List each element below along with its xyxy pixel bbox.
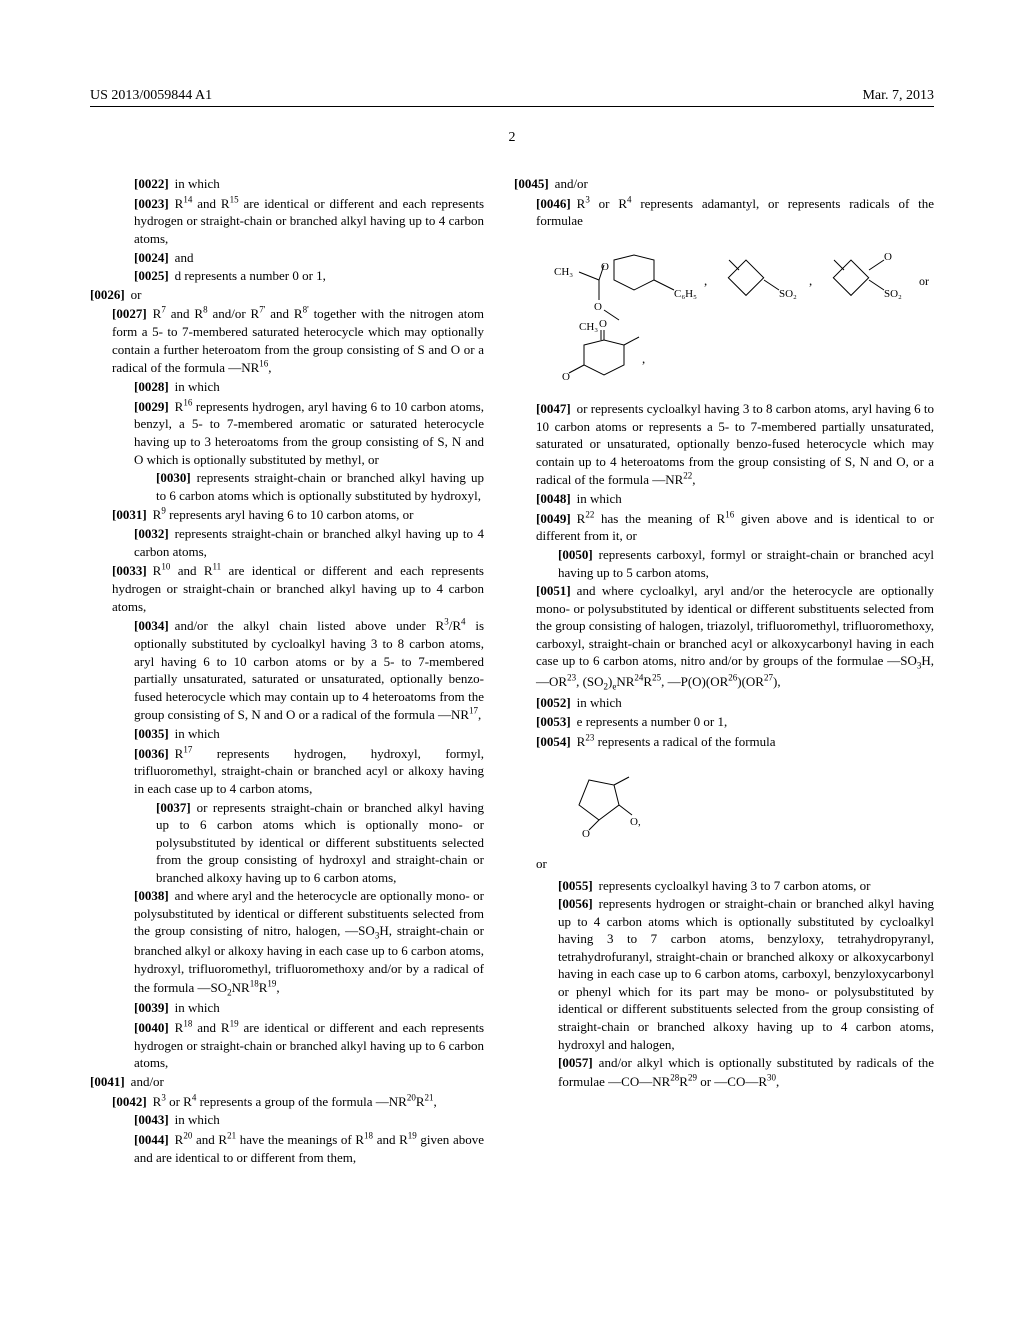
para-0045: [0045]and/or xyxy=(514,175,934,193)
para-0039: [0039]in which xyxy=(90,999,484,1017)
para-0050: [0050]represents carboxyl, formyl or str… xyxy=(514,546,934,581)
para-0054: [0054]R23 represents a radical of the fo… xyxy=(514,731,934,750)
svg-text:,: , xyxy=(704,273,707,288)
para-0036: [0036]R17 represents hydrogen, hydroxyl,… xyxy=(90,744,484,798)
header-left: US 2013/0059844 A1 xyxy=(90,88,212,104)
svg-text:O: O xyxy=(884,251,892,263)
para-0029: [0029]R16 represents hydrogen, aryl havi… xyxy=(90,397,484,469)
para-0032: [0032]represents straight-chain or branc… xyxy=(90,525,484,560)
svg-text:O: O xyxy=(582,828,590,840)
svg-text:O,: O, xyxy=(630,816,641,828)
right-column: [0045]and/or [0046]R3 or R4 represents a… xyxy=(514,175,934,1167)
svg-text:CH₃: CH₃ xyxy=(554,266,573,278)
or-text: or xyxy=(514,855,934,873)
para-0030: [0030]represents straight-chain or branc… xyxy=(90,469,484,504)
para-0041: [0041]and/or xyxy=(90,1073,484,1091)
para-0028: [0028]in which xyxy=(90,378,484,396)
svg-text:,: , xyxy=(809,273,812,288)
svg-text:O: O xyxy=(599,318,607,330)
para-0056: [0056]represents hydrogen or straight-ch… xyxy=(514,895,934,1053)
page-number: 2 xyxy=(509,130,516,146)
para-0026: [0026]or xyxy=(90,286,484,304)
para-0051: [0051]and where cycloalkyl, aryl and/or … xyxy=(514,582,934,693)
svg-text:C₆H₅: C₆H₅ xyxy=(674,288,697,300)
svg-text:CH₃: CH₃ xyxy=(579,321,598,333)
para-0031: [0031]R9 represents aryl having 6 to 10 … xyxy=(90,505,484,524)
para-0040: [0040]R18 and R19 are identical or diffe… xyxy=(90,1018,484,1072)
svg-text:,: , xyxy=(642,351,645,366)
para-0023: [0023]R14 and R15 are identical or diffe… xyxy=(90,194,484,248)
para-0024: [0024]and xyxy=(90,249,484,267)
para-0052: [0052]in which xyxy=(514,694,934,712)
svg-text:or: or xyxy=(919,274,929,288)
para-0044: [0044]R20 and R21 have the meanings of R… xyxy=(90,1130,484,1166)
para-0049: [0049]R22 has the meaning of R16 given a… xyxy=(514,509,934,545)
para-0027: [0027]R7 and R8 and/or R7' and R8' toget… xyxy=(90,304,484,377)
para-0042: [0042]R3 or R4 represents a group of the… xyxy=(90,1091,484,1110)
para-0025: [0025]d represents a number 0 or 1, xyxy=(90,267,484,285)
svg-text:SO₂: SO₂ xyxy=(779,288,797,300)
svg-text:O: O xyxy=(594,301,602,313)
para-0037: [0037]or represents straight-chain or br… xyxy=(90,799,484,887)
para-0057: [0057]and/or alkyl which is optionally s… xyxy=(514,1054,934,1090)
svg-text:O: O xyxy=(562,371,570,383)
para-0038: [0038]and where aryl and the heterocycle… xyxy=(90,887,484,998)
chemical-structure-2: O O, xyxy=(554,765,934,840)
content-area: [0022]in which [0023]R14 and R15 are ide… xyxy=(90,175,934,1167)
para-0047: [0047]or represents cycloalkyl having 3 … xyxy=(514,400,934,489)
left-column: [0022]in which [0023]R14 and R15 are ide… xyxy=(90,175,484,1167)
para-0046: [0046]R3 or R4 represents adamantyl, or … xyxy=(514,194,934,230)
chemical-structure-1: CH₃ O O CH₃ C₆H₅ , xyxy=(554,245,934,385)
para-0022: [0022]in which xyxy=(90,175,484,193)
para-0034: [0034]and/or the alkyl chain listed abov… xyxy=(90,616,484,724)
para-0035: [0035]in which xyxy=(90,725,484,743)
para-0043: [0043]in which xyxy=(90,1111,484,1129)
para-0048: [0048]in which xyxy=(514,490,934,508)
para-0033: [0033]R10 and R11 are identical or diffe… xyxy=(90,561,484,615)
header-right: Mar. 7, 2013 xyxy=(862,88,934,104)
svg-text:SO₂: SO₂ xyxy=(884,288,902,300)
para-0053: [0053]e represents a number 0 or 1, xyxy=(514,713,934,731)
para-0055: [0055]represents cycloalkyl having 3 to … xyxy=(514,877,934,895)
